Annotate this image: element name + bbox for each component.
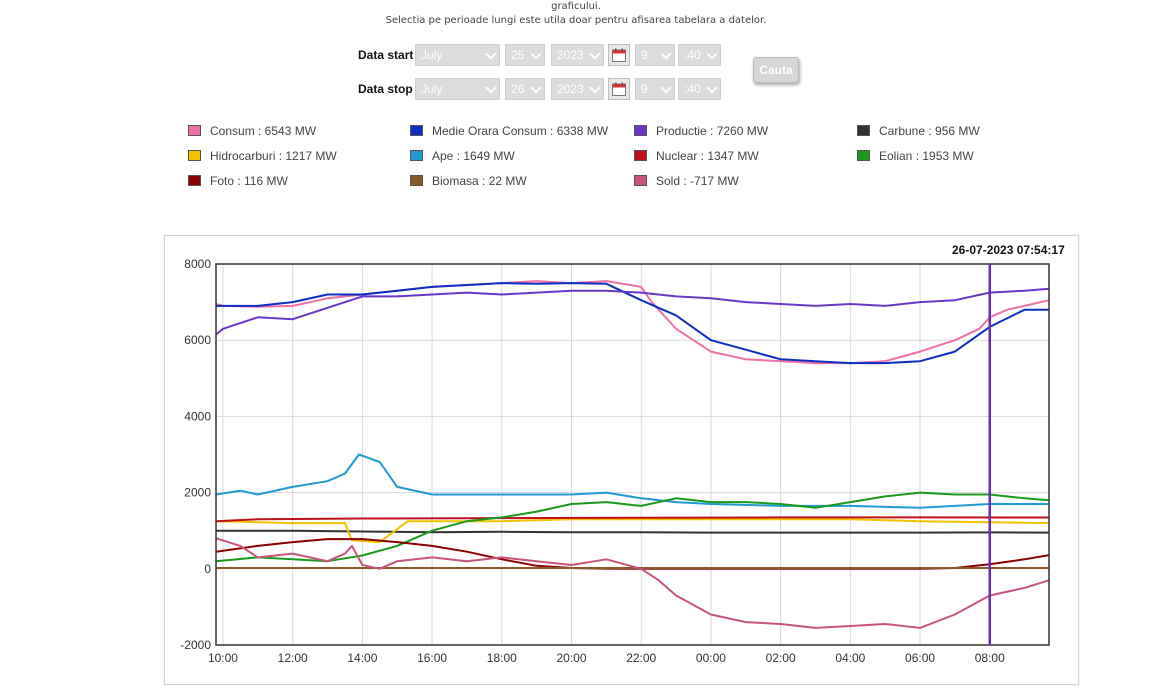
x-tick-label: 12:00 — [278, 651, 308, 665]
stop-date-label: Data stop — [358, 82, 413, 96]
x-tick-label: 00:00 — [696, 651, 726, 665]
stop-hour-select[interactable]: 9 — [635, 78, 675, 100]
legend-label: Carbune : 956 MW — [879, 124, 980, 138]
start-minute-select[interactable]: :40 — [678, 44, 721, 66]
legend-swatch — [857, 125, 870, 136]
start-year-select[interactable]: 2023 — [551, 44, 604, 66]
stop-year-select[interactable]: 2023 — [551, 78, 604, 100]
series-line-hidrocarburi — [215, 518, 1050, 544]
y-tick-label: 0 — [204, 562, 211, 576]
start-hour-select[interactable]: 9 — [635, 44, 675, 66]
legend-label: Foto : 116 MW — [210, 174, 288, 188]
stop-hour-value: 9 — [641, 82, 648, 96]
x-tick-label: 02:00 — [766, 651, 796, 665]
legend-label: Medie Orara Consum : 6338 MW — [432, 124, 609, 138]
chart-panel — [164, 235, 1079, 685]
x-tick-label: 22:00 — [626, 651, 656, 665]
start-minute-value: :40 — [684, 48, 701, 62]
series-line-sold — [215, 537, 1050, 629]
y-tick-label: -2000 — [180, 638, 211, 652]
start-month-value: July — [421, 48, 443, 62]
x-tick-label: 14:00 — [347, 651, 377, 665]
y-tick-label: 8000 — [184, 257, 211, 271]
legend-swatch — [410, 150, 423, 161]
y-tick-label: 6000 — [184, 333, 211, 347]
legend-label: Sold : -717 MW — [656, 174, 739, 188]
start-year-value: 2023 — [557, 48, 584, 62]
series-line-consum — [215, 280, 1050, 365]
legend-label: Ape : 1649 MW — [432, 149, 515, 163]
legend-swatch — [410, 125, 423, 136]
legend-swatch — [634, 125, 647, 136]
legend-swatch — [857, 150, 870, 161]
legend-swatch — [188, 150, 201, 161]
series-line-foto — [215, 538, 1050, 570]
legend-label: Hidrocarburi : 1217 MW — [210, 149, 337, 163]
stop-minute-value: :40 — [684, 82, 701, 96]
series-line-nuclear — [215, 516, 1050, 523]
info-note-line-2: Selectia pe perioade lungi este utila do… — [385, 15, 767, 26]
start-hour-value: 9 — [641, 48, 648, 62]
x-tick-label: 20:00 — [556, 651, 586, 665]
x-tick-label: 18:00 — [487, 651, 517, 665]
info-note-line-1: graficului. — [551, 1, 601, 12]
start-day-select[interactable]: 25 — [505, 44, 545, 66]
legend-label: Biomasa : 22 MW — [432, 174, 527, 188]
plot-frame — [215, 263, 1050, 646]
start-month-select[interactable]: July — [415, 44, 500, 66]
legend-label: Nuclear : 1347 MW — [656, 149, 759, 163]
stop-day-select[interactable]: 26 — [505, 78, 545, 100]
legend-label: Consum : 6543 MW — [210, 124, 317, 138]
stop-day-value: 26 — [511, 82, 525, 96]
stop-month-value: July — [421, 82, 443, 96]
y-tick-label: 4000 — [184, 409, 211, 423]
search-button[interactable]: Cauta — [753, 57, 799, 83]
series-line-productie — [215, 287, 1050, 336]
series-line-carbune — [216, 529, 1050, 534]
stop-minute-select[interactable]: :40 — [678, 78, 721, 100]
x-tick-label: 06:00 — [905, 651, 935, 665]
stop-year-value: 2023 — [557, 82, 584, 96]
stop-month-select[interactable]: July — [415, 78, 500, 100]
x-tick-label: 10:00 — [208, 651, 238, 665]
x-tick-label: 08:00 — [975, 651, 1005, 665]
start-calendar-icon[interactable] — [608, 44, 630, 66]
legend-label: Productie : 7260 MW — [656, 124, 769, 138]
x-tick-label: 04:00 — [835, 651, 865, 665]
y-tick-label: 2000 — [184, 486, 211, 500]
start-day-value: 25 — [511, 48, 525, 62]
legend-swatch — [188, 175, 201, 186]
legend-swatch — [188, 125, 201, 136]
series-line-ape — [215, 453, 1049, 509]
legend-swatch — [410, 175, 423, 186]
chart-timestamp: 26-07-2023 07:54:17 — [952, 243, 1065, 257]
stop-calendar-icon[interactable] — [608, 78, 630, 100]
legend-swatch — [634, 175, 647, 186]
series-line-eolian — [215, 491, 1050, 563]
legend-swatch — [634, 150, 647, 161]
legend-label: Eolian : 1953 MW — [879, 149, 974, 163]
x-tick-label: 16:00 — [417, 651, 447, 665]
start-date-label: Data start — [358, 48, 414, 62]
